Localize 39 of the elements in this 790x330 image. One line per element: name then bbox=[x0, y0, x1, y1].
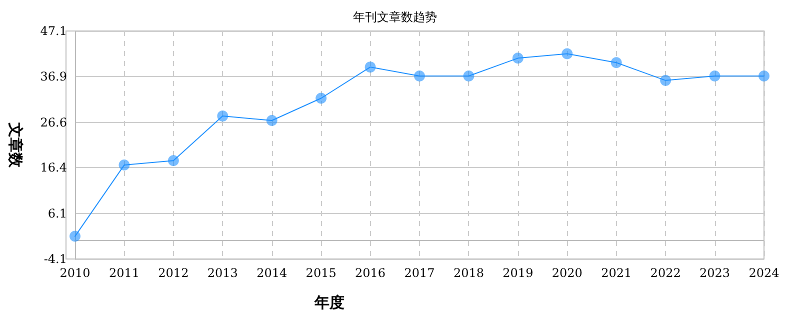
point bbox=[660, 74, 672, 86]
x-tick-label: 2017 bbox=[404, 266, 435, 280]
point bbox=[512, 52, 524, 64]
point bbox=[414, 70, 425, 82]
y-tick-label: -4.1 bbox=[44, 252, 67, 266]
x-tick-label: 2016 bbox=[355, 266, 386, 280]
point bbox=[758, 70, 770, 82]
x-tick-label: 2011 bbox=[108, 266, 140, 280]
y-axis-title: 文章数 bbox=[6, 122, 24, 168]
x-tick-label: 2021 bbox=[601, 266, 632, 280]
x-tick-label: 2022 bbox=[650, 266, 681, 280]
x-tick-label: 2012 bbox=[158, 266, 189, 280]
point bbox=[266, 115, 278, 126]
chart-title: 年刊文章数趋势 bbox=[353, 10, 437, 24]
point bbox=[168, 155, 179, 166]
y-tick-label: 26.6 bbox=[40, 115, 67, 130]
x-tick-label: 2014 bbox=[256, 266, 288, 280]
x-tick-label: 2010 bbox=[60, 266, 90, 280]
point bbox=[316, 92, 327, 104]
x-axis-title: 年度 bbox=[314, 294, 344, 312]
point bbox=[217, 110, 228, 122]
y-tick-label: 36.9 bbox=[40, 69, 67, 84]
y-tick-label: 16.4 bbox=[40, 160, 68, 175]
x-tick-label: 2015 bbox=[306, 266, 336, 280]
x-tick-label: 2024 bbox=[748, 266, 780, 280]
y-tick-label: 6.1 bbox=[48, 206, 67, 221]
x-tick-label: 2013 bbox=[207, 266, 238, 280]
point bbox=[463, 70, 474, 82]
point bbox=[562, 48, 573, 60]
point bbox=[364, 62, 376, 73]
point bbox=[70, 230, 80, 242]
y-tick-label: 47.1 bbox=[40, 24, 67, 38]
point bbox=[118, 160, 130, 171]
x-tick-label: 2020 bbox=[552, 266, 582, 280]
point bbox=[610, 57, 622, 68]
x-tick-label: 2018 bbox=[453, 266, 484, 280]
point bbox=[709, 70, 720, 82]
x-tick-label: 2023 bbox=[700, 266, 730, 280]
x-tick-label: 2019 bbox=[502, 266, 534, 280]
